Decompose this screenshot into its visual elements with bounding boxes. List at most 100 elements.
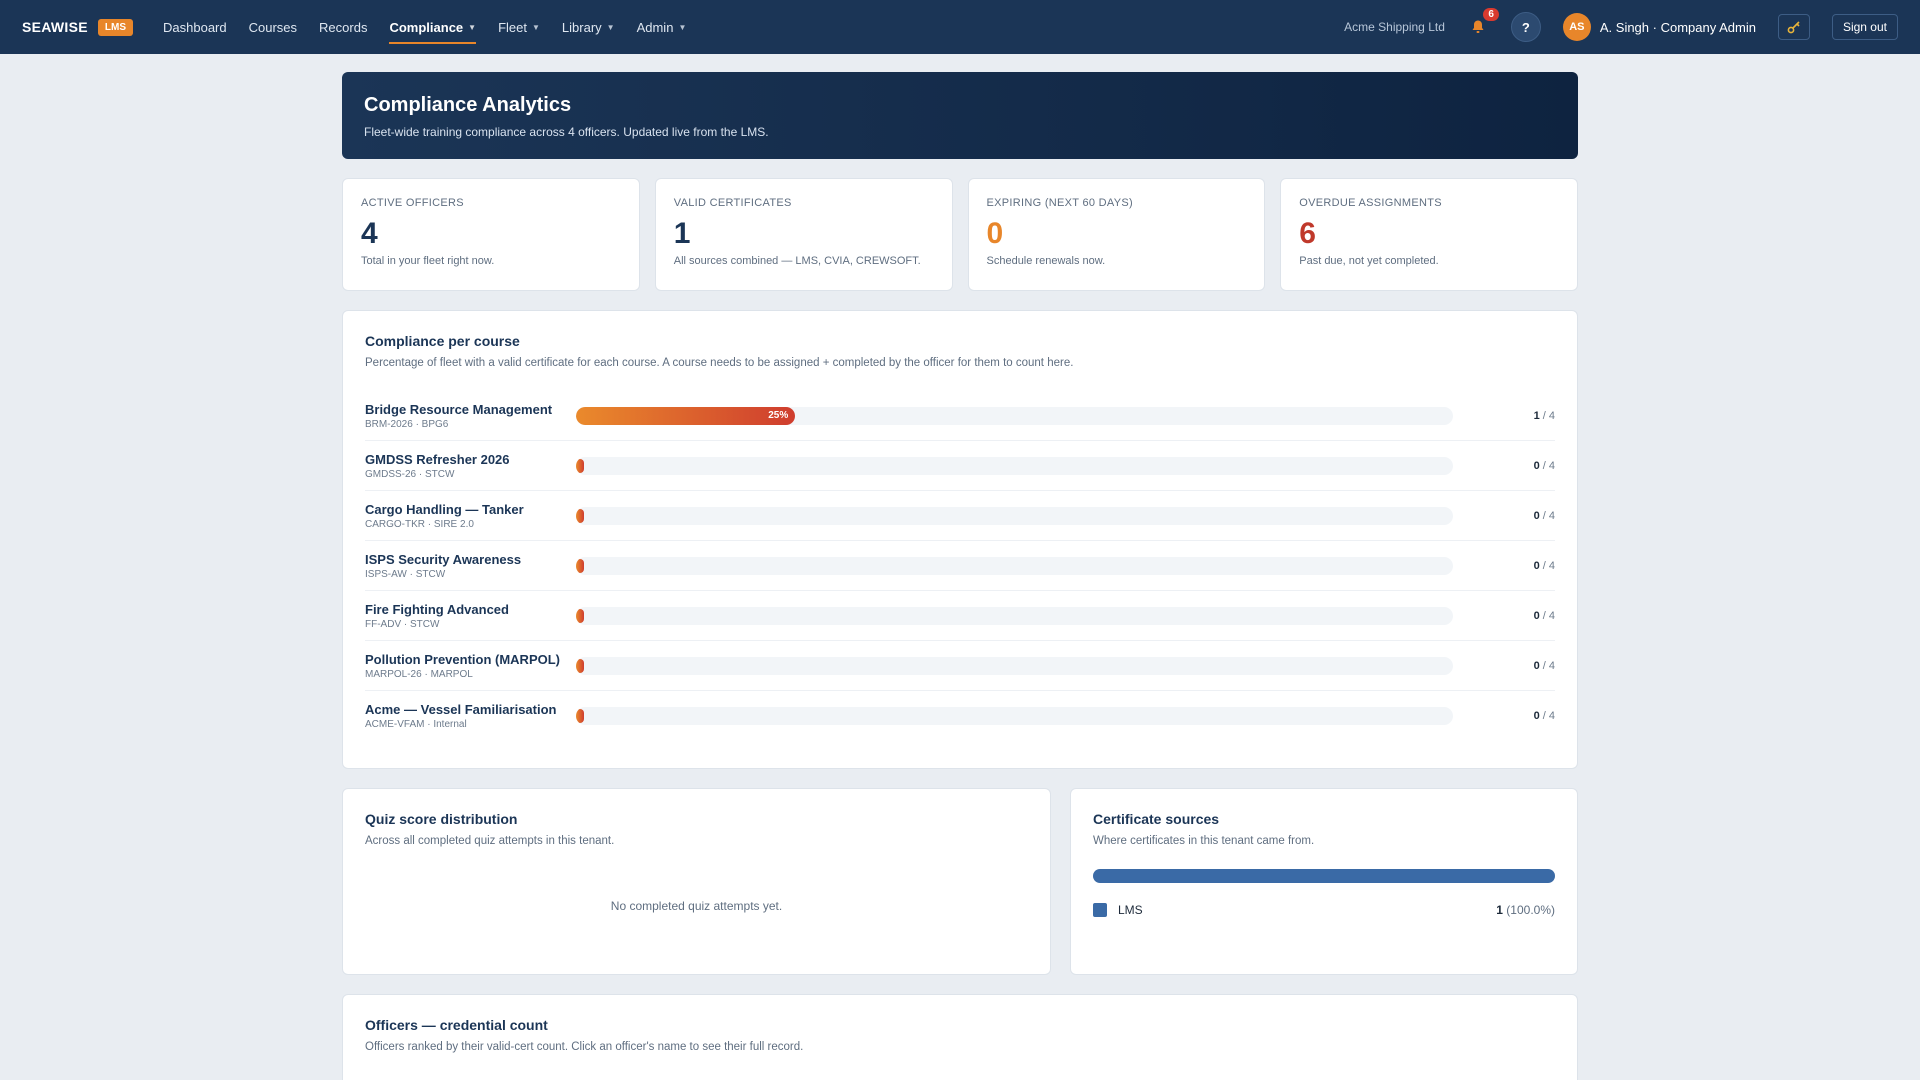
course-count: 0 / 4: [1534, 560, 1555, 572]
nav-courses[interactable]: Courses: [249, 0, 297, 54]
key-button[interactable]: [1777, 14, 1810, 40]
help-button[interactable]: ?: [1510, 12, 1541, 42]
chevron-down-icon: ▼: [606, 22, 615, 32]
legend-percent: (100.0%): [1506, 903, 1555, 917]
page-header: Compliance Analytics Fleet-wide training…: [342, 72, 1578, 159]
course-count: 0 / 4: [1534, 510, 1555, 522]
course-count-total: / 4: [1542, 409, 1555, 422]
course-count: 0 / 4: [1534, 460, 1555, 472]
stat-value: 1: [673, 217, 691, 250]
stat-description: Total in your fleet right now.: [361, 255, 495, 267]
page-subtitle: Fleet-wide training compliance across 4 …: [364, 125, 769, 139]
stat-card-expiring: EXPIRING (NEXT 60 DAYS) 0 Schedule renew…: [967, 178, 1266, 291]
brand-name: SEAWISE: [22, 19, 88, 35]
stats-row: ACTIVE OFFICERS 4 Total in your fleet ri…: [342, 178, 1578, 291]
notification-count-badge: 6: [1483, 8, 1499, 21]
course-count-total: / 4: [1542, 659, 1555, 672]
compliance-bar-fill: [576, 608, 584, 623]
stat-description: All sources combined — LMS, CVIA, CREWSO…: [673, 255, 921, 267]
compliance-bar-fill: [576, 508, 584, 523]
course-count-total: / 4: [1542, 710, 1555, 722]
certificate-sources-card: Certificate sources Where certificates i…: [1070, 788, 1578, 975]
course-row: Bridge Resource Management BRM-2026 · BPG…: [365, 391, 1555, 441]
section-subtitle: Where certificates in this tenant came f…: [1093, 835, 1315, 847]
course-code: ISPS-AW · STCW: [365, 568, 446, 580]
section-title: Compliance per course: [365, 333, 520, 349]
course-name[interactable]: Acme — Vessel Familiarisation: [365, 702, 557, 717]
nav-fleet[interactable]: Fleet ▼: [498, 0, 540, 54]
avatar: AS: [1562, 13, 1591, 41]
nav-records[interactable]: Records: [319, 0, 367, 54]
empty-state-message: No completed quiz attempts yet.: [610, 899, 783, 913]
course-list: Bridge Resource Management BRM-2026 · BPG…: [365, 391, 1555, 741]
officers-credential-card: Officers — credential count Officers ran…: [342, 994, 1578, 1080]
nav-dashboard[interactable]: Dashboard: [163, 0, 227, 54]
user-menu[interactable]: AS A. Singh · Company Admin: [1562, 13, 1756, 41]
nav-compliance[interactable]: Compliance ▼: [389, 0, 476, 54]
legend-count-value: 1: [1496, 903, 1503, 917]
course-count-done: 0: [1533, 459, 1540, 472]
nav-admin[interactable]: Admin ▼: [637, 0, 687, 54]
brand-logo[interactable]: SEAWISE LMS: [22, 18, 134, 36]
course-info: GMDSS Refresher 2026 GMDSS-26 · STCW: [365, 452, 576, 480]
page-title: Compliance Analytics: [364, 94, 572, 116]
chevron-down-icon: ▼: [468, 22, 477, 32]
course-code: ACME-VFAM · Internal: [365, 719, 467, 730]
course-count-done: 0: [1533, 509, 1540, 522]
stat-description: Past due, not yet completed.: [1299, 255, 1439, 267]
compliance-bar-fill: [576, 558, 584, 573]
course-info: Acme — Vessel Familiarisation ACME-VFAM ·…: [365, 702, 576, 730]
section-subtitle: Across all completed quiz attempts in th…: [365, 835, 615, 847]
compliance-per-course-card: Compliance per course Percentage of flee…: [342, 310, 1578, 769]
course-name[interactable]: ISPS Security Awareness: [365, 551, 522, 567]
course-count: 0 / 4: [1534, 710, 1555, 722]
nav-dashboard-label: Dashboard: [163, 19, 227, 35]
course-count: 0 / 4: [1534, 660, 1555, 672]
compliance-bar-track: [576, 606, 1453, 625]
course-count-done: 0: [1533, 710, 1540, 722]
user-name: A. Singh · Company Admin: [1599, 19, 1756, 35]
legend-label: LMS: [1118, 903, 1143, 917]
section-subtitle: Officers ranked by their valid-cert coun…: [365, 1041, 804, 1053]
course-count-done: 0: [1533, 559, 1540, 572]
notifications-button[interactable]: 6: [1467, 8, 1499, 38]
sign-out-button[interactable]: Sign out: [1831, 14, 1898, 40]
stat-value: 6: [1299, 217, 1316, 250]
course-count-done: 0: [1533, 659, 1540, 672]
main-content: Compliance Analytics Fleet-wide training…: [342, 72, 1578, 1080]
course-count-total: / 4: [1542, 459, 1555, 472]
course-count-done: 0: [1533, 609, 1540, 622]
compliance-bar-track: [576, 456, 1453, 475]
main-nav: Dashboard Courses Records Compliance ▼ Fl…: [163, 0, 686, 54]
source-legend-item: LMS 1 (100.0%): [1093, 903, 1555, 917]
course-name[interactable]: Pollution Prevention (MARPOL): [365, 651, 560, 667]
stat-card-valid-certificates: VALID CERTIFICATES 1 All sources combine…: [654, 178, 953, 291]
section-title: Officers — credential count: [365, 1017, 548, 1033]
course-name[interactable]: Fire Fighting Advanced: [365, 601, 509, 617]
section-title: Certificate sources: [1093, 811, 1220, 827]
course-info: Pollution Prevention (MARPOL) MARPOL-26 ·…: [365, 652, 576, 680]
nav-records-label: Records: [319, 19, 368, 35]
source-share-bar: [1093, 869, 1555, 883]
stat-label: VALID CERTIFICATES: [673, 197, 792, 209]
legend-count: 1 (100.0%): [1496, 903, 1555, 917]
compliance-bar-fill: [576, 658, 584, 673]
brand-badge: LMS: [97, 18, 134, 36]
nav-library[interactable]: Library ▼: [562, 0, 615, 54]
chevron-down-icon: ▼: [531, 22, 540, 32]
tenant-name: Acme Shipping Ltd: [1344, 20, 1445, 34]
compliance-bar-fill: 25%: [576, 406, 796, 425]
nav-compliance-label: Compliance: [389, 19, 464, 35]
stat-label: ACTIVE OFFICERS: [361, 197, 464, 209]
course-name[interactable]: GMDSS Refresher 2026: [365, 451, 510, 467]
nav-right-group: Acme Shipping Ltd 6 ? AS A. Singh · Comp…: [1344, 8, 1898, 42]
section-subtitle: Percentage of fleet with a valid certifi…: [365, 357, 1074, 369]
course-name[interactable]: Cargo Handling — Tanker: [365, 501, 524, 517]
top-navbar: SEAWISE LMS Dashboard Courses Records Co…: [0, 0, 1920, 54]
compliance-bar-track: [576, 506, 1453, 525]
course-name[interactable]: Bridge Resource Management: [365, 401, 553, 417]
course-code: GMDSS-26 · STCW: [365, 468, 455, 480]
course-code: CARGO-TKR · SIRE 2.0: [365, 518, 474, 530]
course-code: BRM-2026 · BPG6: [365, 418, 449, 430]
course-row: Acme — Vessel Familiarisation ACME-VFAM ·…: [365, 691, 1555, 741]
